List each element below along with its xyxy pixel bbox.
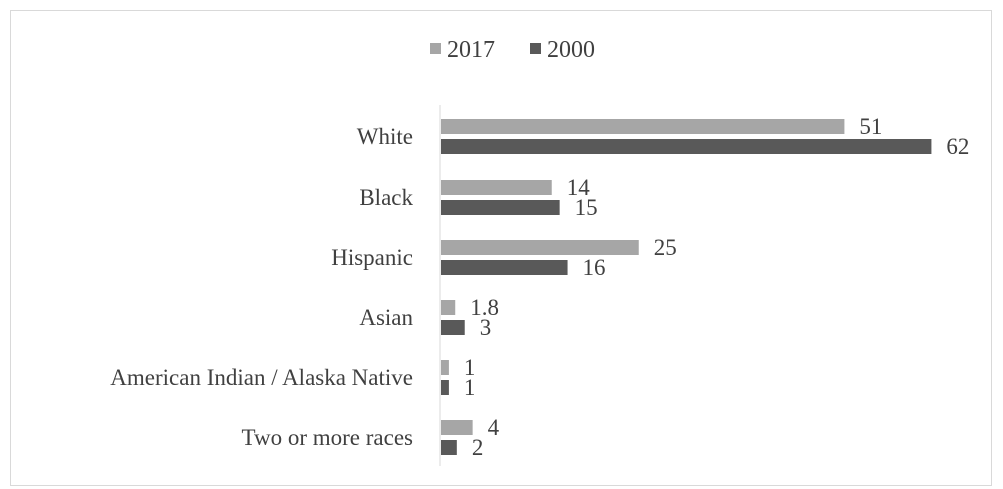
bar-asian-2000 [441,320,465,335]
data-label-asian-2017: 1.8 [470,295,499,320]
data-label-two-or-more-races-2017: 4 [488,415,500,440]
bars [441,119,932,455]
bar-black-2017 [441,180,552,195]
legend-swatch-2000 [530,43,541,54]
data-label-american-indian-alaska-native-2017: 1 [464,355,476,380]
category-label-american-indian-alaska-native: American Indian / Alaska Native [110,365,413,390]
bar-two-or-more-races-2017 [441,420,473,435]
legend-label-2017: 2017 [447,37,495,63]
bar-two-or-more-races-2000 [441,440,457,455]
data-label-black-2000: 15 [575,195,598,220]
category-label-white: White [357,124,413,149]
legend: 2017 2000 [430,37,595,63]
legend-swatch-2017 [430,43,441,54]
data-label-hispanic-2000: 16 [583,255,606,280]
bar-white-2000 [441,139,932,154]
bar-asian-2017 [441,300,456,315]
category-label-black: Black [359,185,413,210]
bar-hispanic-2000 [441,260,568,275]
bar-american-indian-alaska-native-2017 [441,360,449,375]
category-label-asian: Asian [359,305,413,330]
bar-black-2000 [441,200,560,215]
data-label-white-2017: 51 [859,114,882,139]
data-label-white-2000: 62 [946,134,969,159]
category-labels: White Black Hispanic Asian American Indian /… [110,124,413,450]
bar-hispanic-2017 [441,240,639,255]
category-label-two-or-more-races: Two or more races [242,425,414,450]
data-label-hispanic-2017: 25 [654,235,677,260]
data-label-asian-2000: 3 [480,315,492,340]
legend-label-2000: 2000 [547,37,595,63]
category-label-hispanic: Hispanic [331,245,413,270]
data-label-black-2017: 14 [567,175,591,200]
bar-american-indian-alaska-native-2000 [441,380,449,395]
data-label-american-indian-alaska-native-2000: 1 [464,375,476,400]
bar-white-2017 [441,119,845,134]
data-label-two-or-more-races-2000: 2 [472,435,484,460]
